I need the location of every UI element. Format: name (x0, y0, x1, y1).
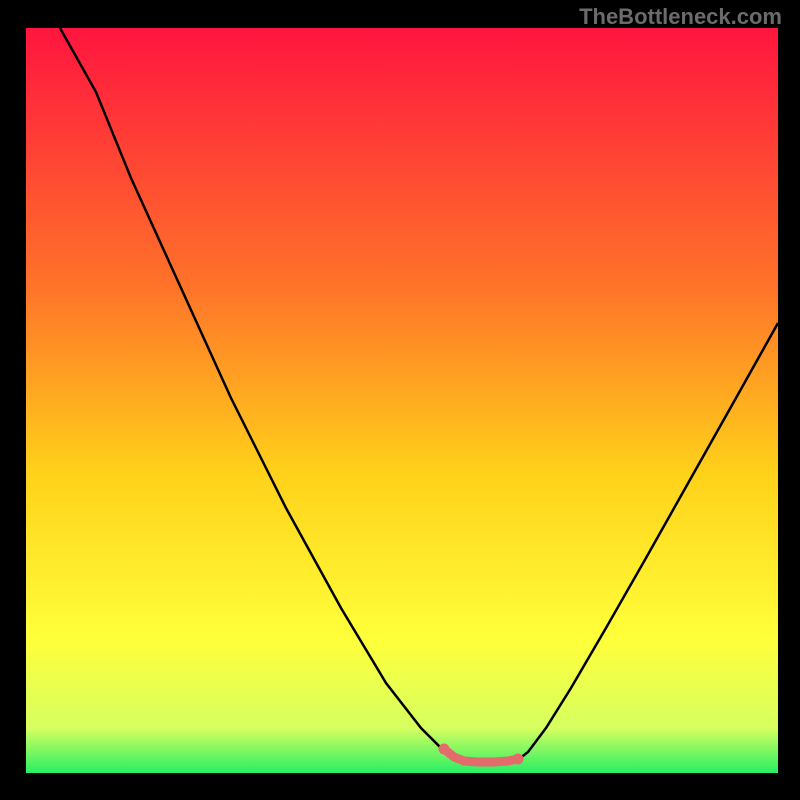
bottleneck-curve (60, 28, 778, 762)
curve-layer (26, 28, 778, 773)
highlight-start-dot (439, 744, 450, 755)
highlight-segment-line (444, 749, 518, 762)
watermark-text: TheBottleneck.com (579, 4, 782, 30)
chart-frame: TheBottleneck.com (0, 0, 800, 800)
highlight-end-dot (513, 754, 524, 765)
